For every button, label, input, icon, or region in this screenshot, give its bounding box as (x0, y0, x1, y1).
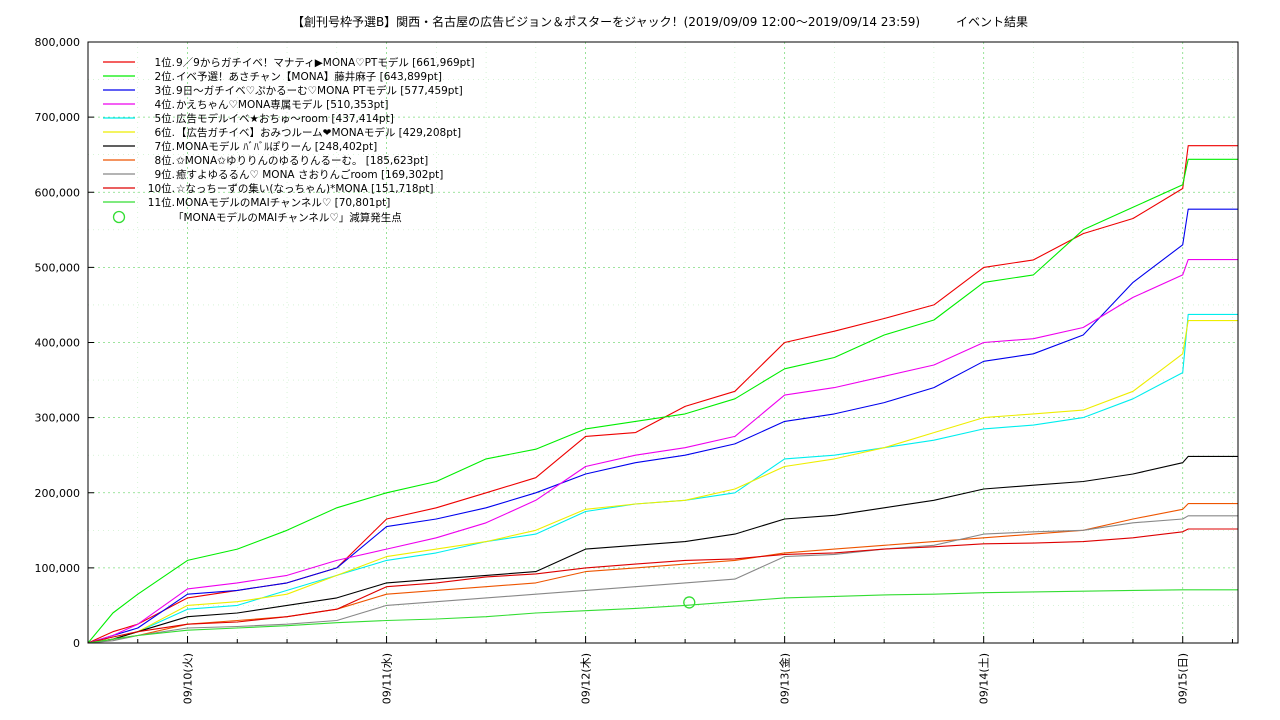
legend-label-text: 【広告ガチイベ】おみつルーム❤MONAモデル [429,208pt] (176, 126, 461, 139)
legend-label-text: 9／9からガチイベ！マナティ▶MONA♡PTモデル [661,969pt] (176, 56, 475, 69)
legend-marker (112, 210, 126, 224)
legend-label-text: MONAモデルのMAIチャンネル♡ [70,801pt] (176, 196, 390, 209)
series-line (87, 158, 1238, 644)
y-tick-label: 500,000 (35, 261, 81, 274)
grid (88, 42, 1238, 643)
legend-label: 11位. (148, 196, 175, 209)
series-line (87, 259, 1238, 644)
legend-label: 10位. (148, 182, 175, 195)
series-lines (87, 145, 1238, 644)
y-tick-label: 100,000 (35, 562, 81, 575)
x-tick-label: 09/10(火) (182, 653, 195, 704)
legend-label-text: 癒すよゆるるん♡ MONA さおりんごroom [169,302pt] (176, 168, 443, 181)
markers (683, 596, 696, 609)
x-axis: 09/10(火) 09/11(水) 09/12(木) 09/13(金) 09/14(土)… (137, 636, 1233, 704)
y-tick-label: 700,000 (35, 111, 81, 124)
legend-label-text: ✩MONA✩ゆりりんのゆるりんるーむ。 [185,623pt] (176, 155, 428, 167)
series-line (87, 320, 1238, 644)
legend-label: 9位. (154, 168, 175, 181)
legend-label-text: 9日〜ガチイベ♡ぷかるーむ♡MONA PTモデル [577,459pt] (176, 84, 463, 97)
series-line (87, 313, 1238, 644)
x-tick-label: 09/15(日) (1177, 653, 1190, 704)
y-tick-label: 0 (73, 637, 80, 650)
series-line (87, 503, 1238, 644)
legend-label-text: 広告モデルイベ★おちゅ〜room [437,414pt] (176, 112, 394, 125)
chart-title: 【創刊号枠予選B】関西・名古屋の広告ビジョン＆ポスターをジャック！(2019/0… (292, 14, 1028, 29)
legend-label: 1位. (154, 56, 175, 69)
x-tick-label: 09/14(土) (978, 653, 991, 704)
y-axis: 0 100,000 200,000 300,000 400,000 500,000 600,… (35, 36, 94, 650)
series-line (87, 589, 1238, 644)
legend-label: 3位. (154, 84, 175, 97)
y-tick-label: 800,000 (35, 36, 81, 49)
legend-label-text: ☆なっちーずの集い(なっちゃん)*MONA [151,718pt] (176, 182, 433, 195)
series-line (87, 528, 1238, 644)
series-line (87, 455, 1238, 644)
x-tick-label: 09/13(金) (778, 653, 792, 704)
y-tick-label: 400,000 (35, 337, 81, 350)
legend: 1位. 9／9からガチイベ！マナティ▶MONA♡PTモデル [661,969pt]… (103, 56, 475, 224)
legend-label: 5位. (154, 112, 175, 125)
legend-label: 8位. (154, 154, 175, 167)
legend-label: 2位. (154, 70, 175, 83)
legend-label: 7位. (154, 140, 175, 153)
marker-point (683, 596, 696, 609)
x-tick-label: 09/11(水) (381, 653, 394, 704)
y-tick-label: 200,000 (35, 487, 81, 500)
y-tick-label: 600,000 (35, 186, 81, 199)
legend-label-text: イベ予選！あさチャン【MONA】藤井麻子 [643,899pt] (176, 70, 442, 83)
legend-label: 4位. (154, 98, 175, 111)
x-tick-label: 09/12(木) (580, 653, 593, 704)
legend-label: 6位. (154, 126, 175, 139)
series-line (87, 515, 1238, 644)
series-line (87, 208, 1238, 644)
legend-label-text: かえちゃん♡MONA専属モデル [510,353pt] (176, 98, 389, 111)
legend-label-text: MONAモデル ﾊﾞﾊﾞﾙぽりーん [248,402pt] (176, 140, 377, 153)
legend-marker-label: 「MONAモデルのMAIチャンネル♡」減算発生点 (173, 211, 402, 224)
y-tick-label: 300,000 (35, 412, 81, 425)
